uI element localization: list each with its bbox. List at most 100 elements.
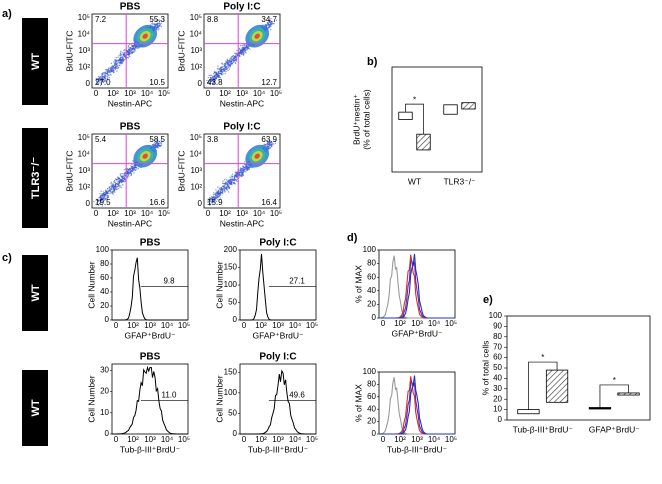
cell-dot [152, 22, 154, 24]
cell-dot [129, 50, 131, 53]
cell-dot [230, 182, 232, 184]
cell-dot [127, 48, 130, 50]
quadrant-value: 58.5 [149, 135, 165, 144]
cell-dot [121, 180, 123, 183]
cell-dot [264, 143, 267, 146]
cell-dot [209, 202, 211, 205]
y-tick-label: 60 [493, 353, 502, 362]
cell-dot [211, 201, 213, 204]
cell-dot [209, 74, 212, 77]
gate-value: 11.0 [162, 391, 178, 400]
cell-dot [120, 179, 122, 181]
cell-dot [102, 75, 104, 78]
row-label: WT [30, 399, 42, 416]
cell-dot [229, 58, 232, 60]
cell-dot [126, 56, 129, 59]
cell-dot [103, 72, 106, 74]
cell-dot [106, 78, 109, 80]
cell-dot [117, 184, 119, 187]
cell-dot [219, 77, 222, 79]
cell-dot [115, 57, 117, 59]
cell-dot [228, 187, 230, 190]
cell-dot [127, 45, 130, 47]
x-tick-label: 10² [255, 435, 267, 444]
cell-dot [104, 194, 106, 196]
cell-dot [214, 197, 217, 199]
cell-dot [160, 22, 162, 25]
cell-dot [241, 50, 243, 52]
cell-dot [222, 185, 225, 188]
cell-dot [219, 193, 222, 195]
quadrant-value: 10.5 [149, 78, 165, 87]
cell-dot [238, 55, 241, 58]
quadrant-value: 34.7 [261, 15, 277, 24]
cell-dot [214, 72, 217, 74]
cell-dot [110, 188, 113, 191]
cell-dot [113, 62, 116, 65]
cell-dot [234, 62, 237, 64]
cell-dot [215, 200, 218, 203]
cell-dot [232, 55, 234, 57]
cell-dot [124, 178, 126, 180]
cell-dot [158, 28, 160, 30]
y-tick-label: 150 [224, 367, 238, 376]
cell-dot [110, 68, 112, 70]
cell-dot [212, 193, 215, 196]
x-tick-label: 10⁵ [178, 321, 190, 330]
cell-dot [266, 142, 269, 144]
cell-dot [104, 198, 107, 201]
cell-dot [226, 68, 228, 70]
cell-dot [116, 67, 119, 70]
plot-title: Poly I:C [259, 352, 296, 363]
cell-dot [270, 143, 273, 145]
cell-dot [235, 171, 237, 174]
significance-mark: * [413, 95, 416, 104]
cell-dot [213, 72, 215, 75]
plot-frame [239, 249, 317, 321]
cell-dot [235, 60, 237, 62]
cell-dot [128, 175, 130, 177]
cell-dot [234, 182, 236, 185]
cell-dot [226, 182, 229, 185]
x-tick-label: 10⁴ [161, 435, 174, 444]
plot-frame [378, 371, 456, 435]
cell-dot [235, 52, 237, 55]
y-tick-label: 0 [86, 199, 91, 208]
cell-dot [109, 192, 111, 195]
x-axis-label: GFAP⁺BrdU⁻ [391, 328, 443, 338]
cell-dot [154, 140, 156, 142]
plot-frame [111, 363, 189, 435]
cell-dot [126, 175, 129, 178]
plot-frame [111, 249, 189, 321]
y-tick-label: 10⁵ [78, 133, 90, 142]
cell-dot [224, 73, 226, 75]
cell-dot [112, 191, 114, 194]
y-tick-label: 20 [100, 387, 109, 396]
cell-dot [229, 179, 231, 181]
cell-dot [207, 198, 209, 200]
cell-dot [224, 65, 226, 68]
plot-title: Poly I:C [259, 238, 296, 249]
cell-dot [116, 182, 118, 185]
cell-dot [209, 80, 212, 82]
cell-dot [153, 144, 156, 146]
cell-dot [209, 82, 211, 84]
x-tick-label: GFAP⁺BrdU⁻ [589, 424, 641, 434]
cell-dot [219, 67, 222, 69]
cell-dot [246, 49, 248, 51]
cell-dot [111, 67, 114, 69]
cell-dot [245, 165, 247, 167]
cell-dot [105, 193, 108, 195]
cell-dot [120, 62, 122, 65]
cell-dot [152, 144, 155, 147]
y-axis-label: % of MAX [353, 265, 363, 303]
x-tick-label: 10³ [124, 209, 136, 218]
cell-dot [99, 195, 101, 198]
panel-label: a) [2, 8, 12, 20]
x-tick-label: 10⁴ [161, 321, 174, 330]
cell-dot [268, 25, 270, 27]
cell-dot [137, 47, 139, 49]
x-tick-label: TLR3⁻/⁻ [443, 176, 476, 186]
y-axis-label: Cell Number [214, 261, 224, 308]
cell-dot [113, 61, 115, 63]
